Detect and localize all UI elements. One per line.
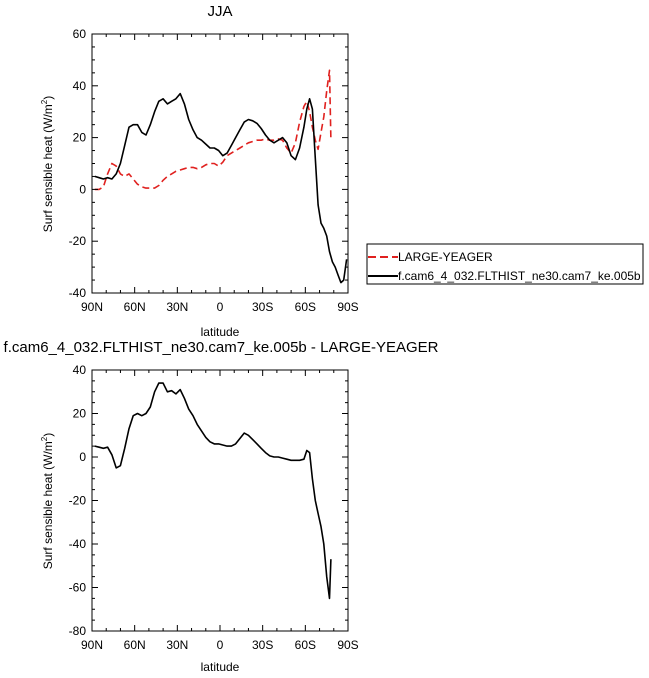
bottom-y-axis-label-close: ) bbox=[41, 433, 55, 437]
bottom-x-tick-label: 60S bbox=[295, 638, 316, 652]
bottom-y-tick-label: 0 bbox=[79, 450, 86, 464]
top-x-axis-label: latitude bbox=[201, 325, 240, 339]
top-y-axis-label-superscript: 2 bbox=[40, 99, 49, 104]
top-y-axis-label-main: Surf sensible heat (W/m bbox=[41, 104, 55, 232]
bottom-plot-frame bbox=[91, 369, 349, 632]
legend-box bbox=[366, 243, 644, 285]
top-series-f-cam6-4-032-flthist-ne30-cam7-ke-005b-line bbox=[94, 92, 348, 284]
top-x-tick-label: 90S bbox=[337, 300, 358, 314]
legend-label-large-yeager: LARGE-YEAGER bbox=[398, 250, 493, 264]
top-chart-title: JJA bbox=[207, 3, 232, 20]
bottom-panel: f.cam6_4_032.FLTHIST_ne30.cam7_ke.005b -… bbox=[4, 339, 439, 674]
bottom-plot-area: 90N 60N 30N 0 30S 60S 90S -80 -60 -40 -20 0 20 40 bbox=[69, 363, 359, 652]
bottom-y-axis-label-superscript: 2 bbox=[40, 436, 49, 441]
top-y-tick-label: -20 bbox=[69, 234, 87, 248]
bottom-y-tick-label: -60 bbox=[69, 581, 87, 595]
top-panel: JJA 90N 60N 30N 0 30S 60S 90S -40 -20 0 20 40 60 lat… bbox=[40, 3, 644, 339]
legend-label-fcam6: f.cam6_4_032.FLTHIST_ne30.cam7_ke.005b bbox=[398, 269, 641, 283]
bottom-x-tick-label: 30S bbox=[252, 638, 273, 652]
bottom-chart-title: f.cam6_4_032.FLTHIST_ne30.cam7_ke.005b -… bbox=[4, 339, 439, 356]
top-x-tick-label: 60S bbox=[295, 300, 316, 314]
top-y-tick-label: 60 bbox=[73, 27, 87, 41]
bottom-x-tick-label: 90N bbox=[81, 638, 103, 652]
top-y-axis-label-close: ) bbox=[41, 96, 55, 100]
bottom-y-tick-label: -20 bbox=[69, 494, 87, 508]
bottom-x-tick-label: 30N bbox=[166, 638, 188, 652]
top-x-tick-label: 30N bbox=[166, 300, 188, 314]
bottom-x-tick-label: 90S bbox=[337, 638, 358, 652]
bottom-y-tick-label: 20 bbox=[73, 407, 87, 421]
top-series-large-yeager-line bbox=[94, 69, 332, 191]
bottom-x-axis-label: latitude bbox=[201, 660, 240, 674]
bottom-series-0-line bbox=[94, 382, 332, 600]
top-x-tick-label: 30S bbox=[252, 300, 273, 314]
top-y-tick-label: -40 bbox=[69, 286, 87, 300]
top-y-tick-label: 0 bbox=[79, 182, 86, 196]
bottom-y-tick-label: -40 bbox=[69, 537, 87, 551]
bottom-y-axis-label: Surf sensible heat (W/m2) bbox=[40, 433, 55, 570]
top-y-tick-label: 20 bbox=[73, 131, 87, 145]
top-x-tick-label: 0 bbox=[217, 300, 224, 314]
bottom-y-tick-label: -80 bbox=[69, 624, 87, 638]
top-x-tick-label: 60N bbox=[124, 300, 146, 314]
legend: LARGE-YEAGER f.cam6_4_032.FLTHIST_ne30.c… bbox=[366, 243, 644, 285]
top-y-axis-label: Surf sensible heat (W/m2) bbox=[40, 96, 55, 233]
top-y-tick-label: 40 bbox=[73, 79, 87, 93]
bottom-x-tick-label: 0 bbox=[217, 638, 224, 652]
bottom-y-axis-label-main: Surf sensible heat (W/m bbox=[41, 441, 55, 569]
bottom-x-tick-label: 60N bbox=[124, 638, 146, 652]
top-plot-frame bbox=[91, 33, 349, 294]
bottom-y-tick-label: 40 bbox=[73, 363, 87, 377]
top-x-tick-label: 90N bbox=[81, 300, 103, 314]
top-plot-area: 90N 60N 30N 0 30S 60S 90S -40 -20 0 20 40 60 bbox=[69, 27, 359, 314]
